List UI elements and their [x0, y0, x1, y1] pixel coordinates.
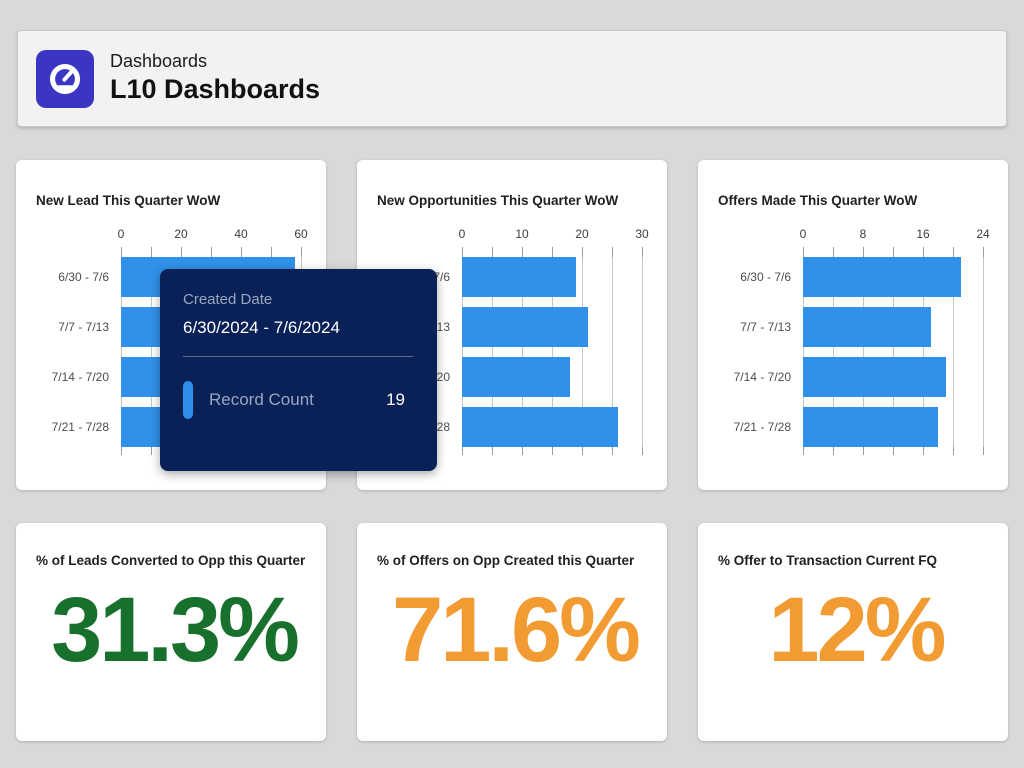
bar[interactable] — [462, 257, 576, 297]
x-axis-tick-labels: 0 10 20 30 — [458, 227, 649, 243]
bar[interactable] — [462, 307, 588, 347]
axis-tick-marks — [462, 247, 643, 257]
tooltip-field-label: Created Date — [183, 291, 273, 308]
axis-tick-label: 24 — [976, 227, 990, 241]
chart-card-offers-made: Offers Made This Quarter WoW 0 8 16 24 6/30 … — [698, 160, 1008, 490]
chart-title: New Lead This Quarter WoW — [36, 193, 221, 208]
gridline — [121, 257, 122, 447]
gridline — [492, 257, 493, 447]
gridline — [522, 257, 523, 447]
tooltip-series-row: Record Count 19 — [183, 381, 413, 419]
bar[interactable] — [462, 407, 618, 447]
bar-chart-offers-made: 0 8 16 24 6/30 - 7/6 7/7 - 7/13 7/14 - 7/20 7/2… — [718, 227, 1008, 455]
metric-card-offer-to-transaction: % Offer to Transaction Current FQ 12% — [698, 523, 1008, 741]
axis-tick-label: 60 — [294, 227, 308, 241]
axis-tick-label: 20 — [174, 227, 188, 241]
chart-hover-tooltip: Created Date 6/30/2024 - 7/6/2024 Record… — [160, 269, 437, 471]
gridline — [552, 257, 553, 447]
x-axis-tick-labels: 0 8 16 24 — [799, 227, 990, 243]
metric-value: 12% — [768, 579, 946, 681]
tooltip-field-value: 6/30/2024 - 7/6/2024 — [183, 318, 340, 337]
gridline — [803, 257, 804, 447]
bar[interactable] — [803, 307, 931, 347]
category-label: 6/30 - 7/6 — [58, 270, 109, 284]
category-label: 7/14 - 7/20 — [733, 370, 791, 384]
axis-tick-label: 20 — [575, 227, 589, 241]
bar[interactable] — [803, 257, 961, 297]
metrics-row: % of Leads Converted to Opp this Quarter… — [16, 523, 1008, 741]
category-labels: 6/30 - 7/6 7/7 - 7/13 7/14 - 7/20 7/21 - 7/… — [36, 257, 121, 447]
gridline — [582, 257, 583, 447]
gridline — [983, 257, 984, 447]
chart-title: Offers Made This Quarter WoW — [718, 193, 918, 208]
metric-value: 31.3% — [51, 579, 300, 681]
gridline — [953, 257, 954, 447]
gridline — [612, 257, 613, 447]
x-axis-tick-labels: 0 20 40 60 — [117, 227, 308, 243]
dashboard-header: Dashboards L10 Dashboards — [17, 30, 1007, 127]
tooltip-divider — [183, 356, 413, 357]
chart-plot-area — [803, 257, 984, 447]
gridline — [863, 257, 864, 447]
bar[interactable] — [803, 407, 938, 447]
axis-tick-label: 0 — [458, 227, 466, 241]
axis-tick-label: 8 — [859, 227, 867, 241]
category-label: 7/14 - 7/20 — [51, 370, 109, 384]
gridline — [923, 257, 924, 447]
category-label: 7/7 - 7/13 — [740, 320, 791, 334]
axis-tick-label: 30 — [635, 227, 649, 241]
chart-title: New Opportunities This Quarter WoW — [377, 193, 619, 208]
gridline — [893, 257, 894, 447]
category-label: 7/21 - 7/28 — [733, 420, 791, 434]
series-color-swatch — [183, 381, 193, 419]
breadcrumb: Dashboards — [110, 50, 208, 71]
metric-title: % of Leads Converted to Opp this Quarter — [36, 553, 306, 568]
gridline — [642, 257, 643, 447]
axis-tick-label: 0 — [117, 227, 125, 241]
metric-card-offers-on-opp: % of Offers on Opp Created this Quarter … — [357, 523, 667, 741]
metric-card-leads-converted: % of Leads Converted to Opp this Quarter… — [16, 523, 326, 741]
metric-value: 71.6% — [392, 579, 641, 681]
chart-plot-area — [462, 257, 643, 447]
page-title: L10 Dashboards — [110, 74, 321, 105]
bar[interactable] — [803, 357, 946, 397]
axis-tick-label: 40 — [234, 227, 248, 241]
metric-title: % Offer to Transaction Current FQ — [718, 553, 938, 568]
category-label: 7/7 - 7/13 — [58, 320, 109, 334]
gridline — [151, 257, 152, 447]
category-labels: 6/30 - 7/6 7/7 - 7/13 7/14 - 7/20 7/21 - 7/… — [718, 257, 803, 447]
tooltip-series-label: Record Count — [209, 390, 314, 409]
category-label: 7/21 - 7/28 — [51, 420, 109, 434]
axis-tick-label: 10 — [515, 227, 529, 241]
tooltip-series-value: 19 — [386, 390, 405, 409]
dashboard-gauge-icon — [36, 49, 94, 108]
axis-tick-label: 0 — [799, 227, 807, 241]
gridline — [833, 257, 834, 447]
axis-tick-marks — [803, 247, 984, 257]
gridline — [462, 257, 463, 447]
metric-title: % of Offers on Opp Created this Quarter — [377, 553, 635, 568]
axis-tick-marks — [121, 247, 302, 257]
axis-tick-label: 16 — [916, 227, 930, 241]
bar[interactable] — [462, 357, 570, 397]
axis-tick-marks — [462, 447, 643, 455]
category-label: 6/30 - 7/6 — [740, 270, 791, 284]
axis-tick-marks — [803, 447, 984, 455]
